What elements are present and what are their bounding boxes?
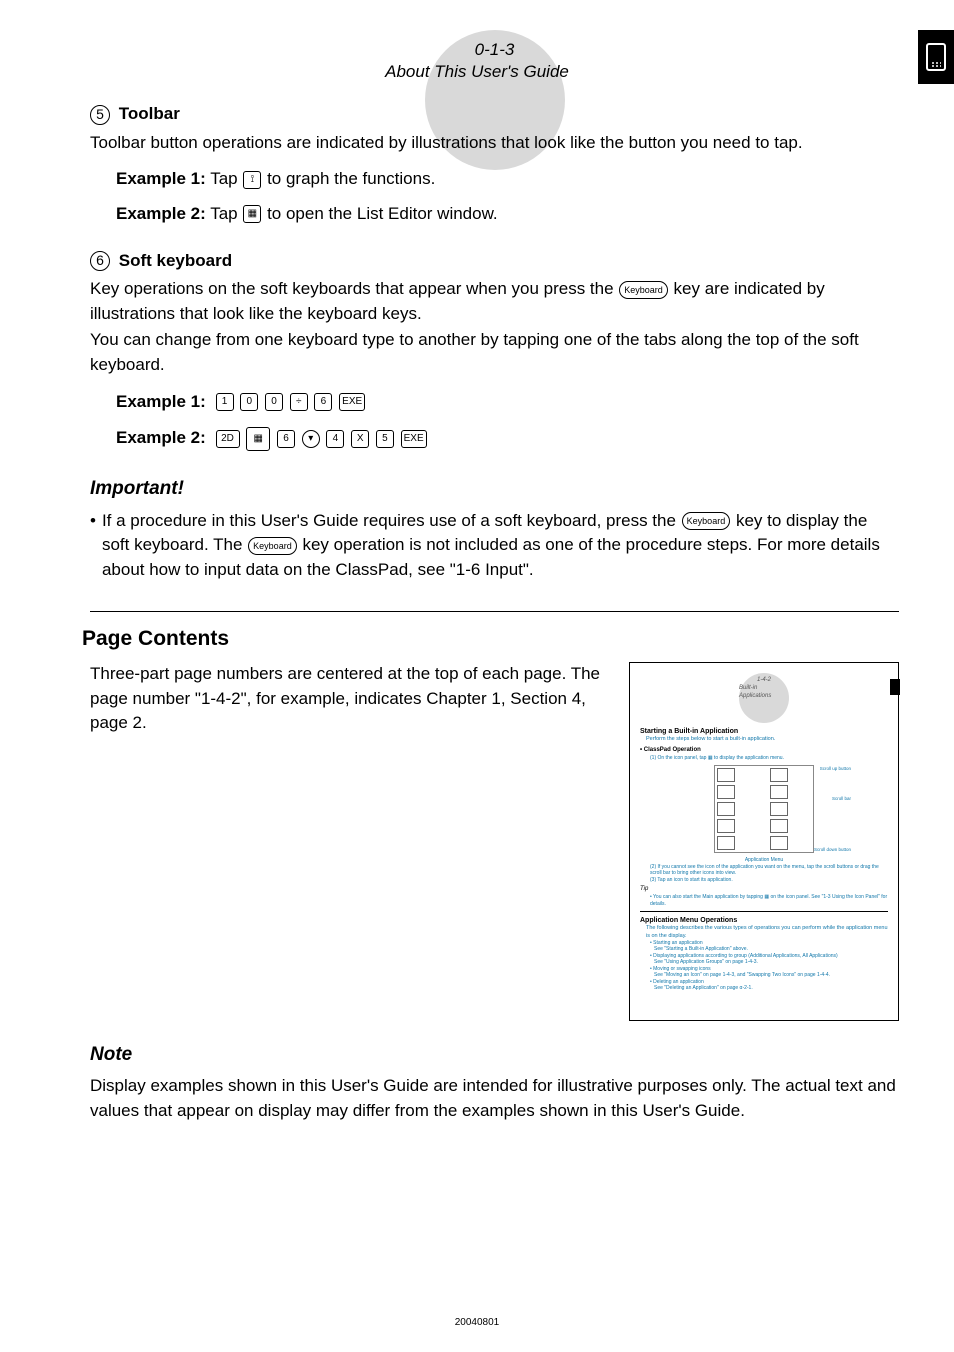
soft-example-2-label: Example 2:: [116, 428, 206, 447]
thumb-h2: Application Menu Operations: [640, 916, 888, 925]
graph-icon: ⟟: [243, 171, 261, 189]
thumb-callout-top: Scroll up button: [820, 766, 851, 772]
thumb-app-icon: [717, 768, 735, 782]
note-body: Display examples shown in this User's Gu…: [90, 1074, 899, 1123]
section-6-body1-pre: Key operations on the soft keyboards tha…: [90, 279, 618, 298]
key-down-icon: ▾: [302, 430, 320, 448]
list-editor-icon: ▦: [243, 205, 261, 223]
footer-code: 20040801: [0, 1316, 954, 1331]
page-contents-text: Three-part page numbers are centered at …: [90, 662, 605, 736]
example-2-pre: Tap: [210, 204, 242, 223]
example-2-post: to open the List Editor window.: [267, 204, 498, 223]
section-6-heading: 6 Soft keyboard: [90, 249, 899, 274]
key-exe2: EXE: [401, 430, 427, 448]
keyboard-key-icon3: Keyboard: [248, 537, 297, 555]
thumb-callout-bot: Scroll down button: [814, 847, 851, 853]
key-4: 4: [326, 430, 344, 448]
thumb-title: Built-in Applications: [739, 685, 789, 701]
thumb-h1: Starting a Built-in Application: [640, 727, 888, 736]
example-2-label: Example 2:: [116, 204, 206, 223]
page: 0-1-3 About This User's Guide 5 Toolbar …: [0, 0, 954, 1165]
note-heading: Note: [90, 1041, 899, 1069]
thumb-app-icon: [770, 785, 788, 799]
thumb-app-icon: [770, 802, 788, 816]
section-5-title: Toolbar: [119, 104, 180, 123]
thumb-app-icon: [717, 819, 735, 833]
section-6-title: Soft keyboard: [119, 251, 232, 270]
thumb-step2: (2) If you cannot see the icon of the ap…: [650, 864, 888, 877]
section-6-body1: Key operations on the soft keyboards tha…: [90, 277, 899, 326]
key-divide: ÷: [290, 393, 308, 411]
separator: [90, 611, 899, 612]
key-2d: 2D: [216, 430, 240, 448]
key-0: 0: [240, 393, 258, 411]
example-1-pre: Tap: [210, 169, 242, 188]
thumb-tip-text: • You can also start the Main applicatio…: [650, 894, 888, 907]
keyboard-key-icon: Keyboard: [619, 281, 668, 299]
circled-5: 5: [90, 105, 110, 125]
thumb-page-num: 1-4-2: [757, 677, 771, 685]
key-exe: EXE: [339, 393, 365, 411]
section-5-heading: 5 Toolbar: [90, 102, 899, 127]
key-1: 1: [216, 393, 234, 411]
thumb-app-menu: Scroll up button Scroll bar Scroll down …: [714, 765, 814, 853]
thumb-app-icon: [770, 768, 788, 782]
important-pre: If a procedure in this User's Guide requ…: [102, 511, 681, 530]
key-5: 5: [376, 430, 394, 448]
important-heading: Important!: [90, 475, 899, 503]
thumb-callout-mid: Scroll bar: [832, 796, 851, 802]
soft-example-1-label: Example 1:: [116, 392, 206, 411]
thumb-app-icon: [770, 819, 788, 833]
header-title: About This User's Guide: [0, 60, 954, 85]
example-2-row: Example 2: Tap ▦ to open the List Editor…: [116, 202, 899, 227]
thumb-sub1: • ClassPad Operation: [640, 747, 888, 755]
thumb-app-icon: [770, 836, 788, 850]
section-5-body: Toolbar button operations are indicated …: [90, 131, 899, 156]
thumb-app-icon: [717, 802, 735, 816]
example-1-label: Example 1:: [116, 169, 206, 188]
soft-example-2: Example 2: 2D ▦ 6 ▾ 4 X 5 EXE: [116, 426, 899, 451]
header-page-number: 0-1-3: [475, 38, 515, 63]
key-6b: 6: [277, 430, 295, 448]
page-contents-heading: Page Contents: [82, 624, 899, 654]
thumb-header-circle: 1-4-2 Built-in Applications: [739, 673, 789, 723]
thumb-step3: (3) Tap an icon to start its application…: [650, 877, 888, 884]
thumb-app-icon: [717, 785, 735, 799]
example-1-post: to graph the functions.: [267, 169, 435, 188]
thumb-side-tab: [890, 679, 900, 695]
circled-6: 6: [90, 251, 110, 271]
thumb-tip-label: Tip: [640, 886, 888, 894]
page-thumbnail: 1-4-2 Built-in Applications Starting a B…: [629, 662, 899, 1021]
example-1-row: Example 1: Tap ⟟ to graph the functions.: [116, 167, 899, 192]
key-6: 6: [314, 393, 332, 411]
soft-example-1: Example 1: 1 0 0 ÷ 6 EXE: [116, 390, 899, 415]
thumb-op-intro: The following describes the various type…: [646, 925, 888, 939]
key-x: X: [351, 430, 369, 448]
section-6-body2: You can change from one keyboard type to…: [90, 328, 899, 377]
bullet-dot: •: [90, 509, 96, 534]
key-frac-icon: ▦: [246, 427, 270, 451]
thumb-app-icon: [717, 836, 735, 850]
key-0b: 0: [265, 393, 283, 411]
important-bullet: • If a procedure in this User's Guide re…: [90, 509, 899, 583]
keyboard-key-icon2: Keyboard: [682, 512, 731, 530]
thumb-line1: Perform the steps below to start a built…: [646, 736, 888, 743]
